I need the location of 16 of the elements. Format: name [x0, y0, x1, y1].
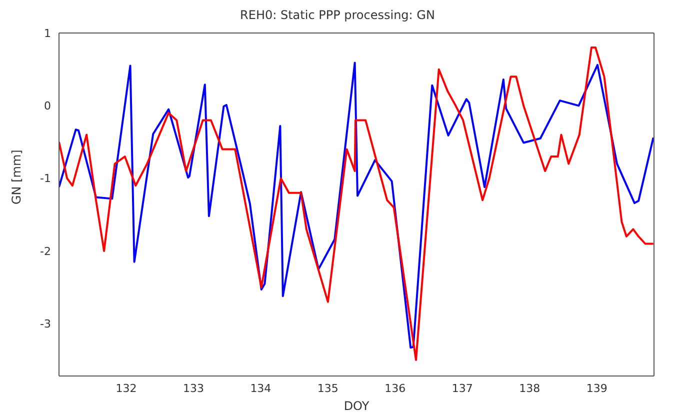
y-tick-label: -2: [40, 244, 51, 258]
x-tick-label: 132: [116, 382, 137, 395]
x-tick-label: 134: [250, 382, 272, 395]
y-tick-label: -3: [40, 318, 51, 331]
x-tick-label: 133: [182, 382, 204, 395]
y-axis-title: GN [mm]: [9, 150, 24, 204]
x-tick-label: 135: [317, 382, 338, 395]
y-tick-label: 0: [44, 100, 51, 113]
y-tick-label: 1: [44, 26, 51, 40]
x-tick-label: 136: [384, 382, 406, 395]
chart-title: REH0: Static PPP processing: GN: [239, 8, 436, 24]
x-tick-label: 139: [586, 382, 608, 395]
x-tick-label: 137: [452, 382, 473, 395]
x-axis-title: DOY: [344, 399, 370, 413]
y-tick-label: -1: [40, 172, 51, 186]
x-tick-label: 138: [519, 382, 540, 395]
